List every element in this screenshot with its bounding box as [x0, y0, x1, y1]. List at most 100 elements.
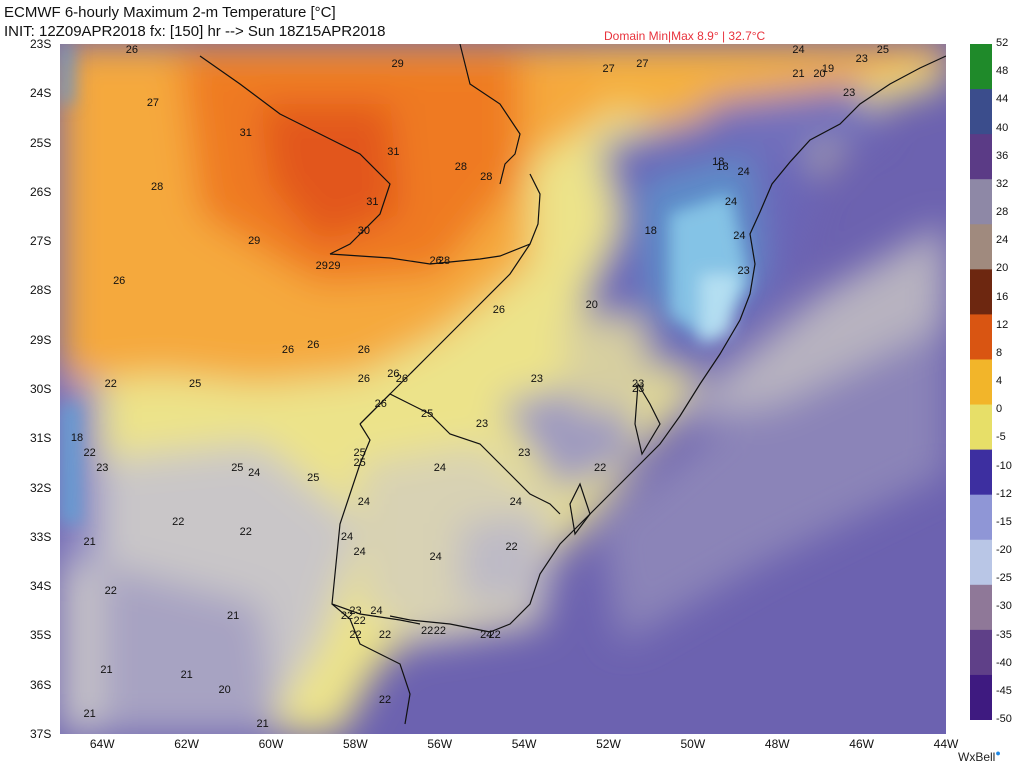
station-values: 26 27 31 28 29 31 31 30 29 29 29 26 28 26 28 28 27 27 26 26…: [60, 44, 946, 734]
color-swatch: [970, 494, 992, 541]
station-value: 22: [83, 447, 96, 460]
station-value: 26: [429, 254, 442, 267]
lat-label: 31S: [30, 431, 52, 446]
lat-label: 28S: [30, 283, 52, 298]
lat-label: 37S: [30, 727, 52, 741]
station-value: 24: [792, 44, 805, 56]
lon-label: 62W: [174, 737, 199, 751]
station-value: 26: [357, 343, 371, 356]
station-value: 26: [357, 373, 371, 386]
station-value: 26: [281, 343, 295, 356]
station-value: 24: [733, 230, 746, 243]
color-swatch: [970, 269, 992, 315]
color-scale-label: 24: [996, 234, 1009, 247]
lon-label: 58W: [342, 737, 368, 751]
station-value: 26: [387, 368, 400, 381]
color-scale-label: -12: [996, 487, 1012, 500]
color-swatch: [970, 674, 992, 721]
station-value: 25: [231, 461, 244, 474]
station-value: 23: [737, 264, 750, 277]
color-swatch: [970, 449, 992, 496]
color-swatch: [970, 134, 992, 180]
station-value: 25: [189, 378, 202, 391]
station-value: 20: [813, 67, 826, 80]
lat-label: 36S: [30, 677, 52, 692]
station-value: 28: [437, 254, 451, 267]
lon-label: 56W: [427, 737, 453, 751]
lat-label: 34S: [30, 579, 52, 594]
station-value: 24: [429, 550, 442, 563]
misiones-border: [329, 173, 541, 265]
station-value: 24: [370, 604, 383, 617]
color-scale-label: -30: [996, 600, 1012, 613]
station-value: 21: [792, 67, 805, 80]
station-value: 25: [421, 407, 434, 420]
station-value: 29: [315, 259, 328, 272]
station-value: 21: [226, 609, 240, 622]
lat-label: 30S: [30, 382, 52, 396]
station-value: 22: [433, 624, 446, 637]
color-scale-label: -25: [996, 572, 1012, 585]
lat-label: 27S: [30, 234, 52, 249]
station-value: 24: [737, 166, 750, 179]
station-value: 19: [821, 62, 835, 75]
station-value: 29: [248, 235, 261, 248]
station-value: 24: [340, 530, 354, 543]
paraguay-border: [199, 55, 391, 255]
station-value: 18: [70, 432, 84, 445]
lon-label: 60W: [258, 737, 284, 751]
station-value: 18: [644, 225, 657, 238]
station-value: 22: [104, 585, 117, 598]
color-scale-label: -50: [996, 713, 1012, 725]
station-value: 22: [340, 609, 354, 622]
station-value: 22: [378, 693, 392, 706]
lon-label: 44W: [933, 737, 959, 751]
domain-minmax: Domain Min|Max 8.9° | 32.7°C: [604, 29, 766, 43]
station-value: 21: [83, 708, 96, 721]
color-swatch: [970, 224, 992, 270]
borders: [199, 44, 946, 725]
station-value: 28: [151, 180, 164, 193]
color-scale-bar: [970, 44, 992, 721]
lon-label: 64W: [89, 737, 115, 751]
color-scale-label: 12: [996, 318, 1009, 331]
map-svg: [60, 44, 946, 734]
color-scale-label: 52: [996, 37, 1009, 49]
station-value: 22: [239, 525, 252, 538]
lat-label: 23S: [30, 37, 52, 51]
color-scale-label: -20: [996, 544, 1012, 556]
la-plata: [331, 603, 411, 725]
lat-label: 24S: [30, 86, 52, 101]
map-title: ECMWF 6-hourly Maximum 2-m Temperature […: [4, 4, 336, 21]
lat-label: 26S: [30, 184, 52, 199]
station-value: 26: [125, 44, 138, 56]
station-value: 26: [307, 338, 320, 351]
station-value: 25: [353, 447, 366, 460]
station-value: 24: [353, 545, 366, 558]
lon-label: 52W: [596, 737, 621, 751]
color-swatch: [970, 314, 992, 360]
station-value: 29: [391, 57, 404, 70]
color-swatch: [970, 404, 992, 451]
station-value: 27: [636, 57, 649, 70]
color-scale-label: 0: [996, 403, 1003, 416]
station-value: 26: [492, 304, 506, 317]
station-value: 24: [509, 496, 522, 509]
station-value: 23: [96, 461, 109, 474]
parana-river: [459, 44, 521, 185]
station-value: 28: [454, 161, 468, 174]
station-value: 23: [842, 87, 856, 100]
color-scale-label: 16: [996, 290, 1009, 303]
station-value: 31: [366, 195, 379, 208]
station-value: 31: [387, 146, 400, 159]
station-value: 24: [357, 496, 371, 509]
color-swatch: [970, 44, 992, 90]
color-swatch: [970, 584, 992, 631]
station-value: 23: [632, 378, 645, 391]
station-value: 23: [475, 417, 489, 430]
station-value: 22: [421, 624, 434, 637]
color-scale-label: 48: [996, 65, 1009, 78]
station-value: 23: [632, 383, 645, 395]
color-swatch: [970, 629, 992, 676]
lon-label: 46W: [849, 737, 874, 751]
